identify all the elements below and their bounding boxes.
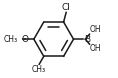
Text: B: B xyxy=(84,35,90,44)
Text: OH: OH xyxy=(90,44,101,53)
Text: O: O xyxy=(21,35,28,44)
Text: CH₃: CH₃ xyxy=(4,35,18,44)
Text: Cl: Cl xyxy=(62,3,71,12)
Text: OH: OH xyxy=(90,25,101,34)
Text: CH₃: CH₃ xyxy=(32,65,46,74)
